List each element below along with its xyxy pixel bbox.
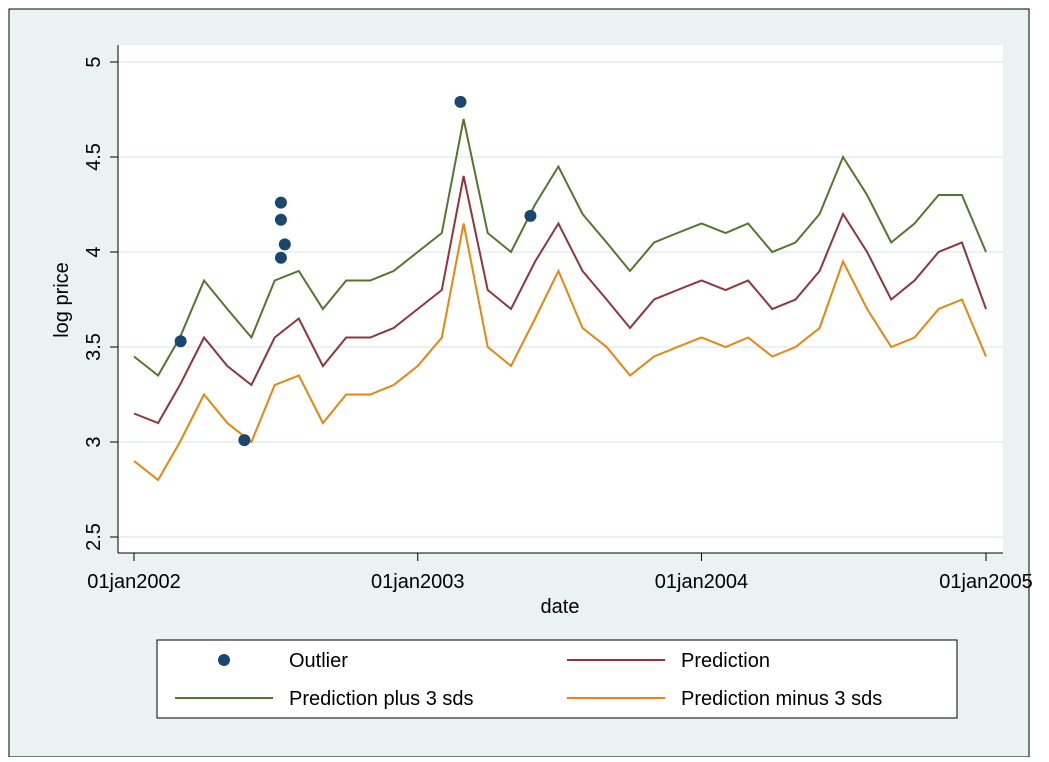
y-tick-label: 3.5 — [83, 333, 105, 361]
series-line — [133, 175, 987, 425]
outlier-point — [274, 213, 287, 226]
y-tick-label: 5 — [83, 56, 105, 67]
x-tick-label: 01jan2005 — [939, 571, 1032, 593]
outlier-point — [274, 251, 287, 264]
y-tick-label: 4 — [83, 246, 105, 257]
legend-label: Prediction minus 3 sds — [681, 688, 882, 710]
legend — [156, 639, 958, 719]
y-tick-label: 3 — [83, 436, 105, 447]
outlier-point — [524, 209, 537, 222]
y-tick-label: 2.5 — [83, 523, 105, 551]
legend-label: Prediction plus 3 sds — [289, 688, 474, 710]
legend-marker — [218, 654, 230, 666]
outlier-point — [274, 196, 287, 209]
legend-label: Prediction — [681, 650, 770, 672]
y-tick-label: 4.5 — [83, 143, 105, 171]
outlier-point — [238, 434, 251, 447]
x-tick-label: 01jan2003 — [371, 571, 464, 593]
series-line — [133, 118, 987, 378]
outlier-point — [174, 335, 187, 348]
outlier-point — [278, 238, 291, 251]
series-line — [133, 223, 987, 482]
plot-area — [118, 45, 1003, 553]
y-axis-label: log price — [51, 262, 73, 338]
x-axis-label: date — [541, 596, 580, 618]
x-tick-label: 01jan2002 — [87, 571, 180, 593]
x-tick-label: 01jan2004 — [655, 571, 748, 593]
outlier-point — [454, 95, 467, 108]
legend-label: Outlier — [289, 650, 348, 672]
